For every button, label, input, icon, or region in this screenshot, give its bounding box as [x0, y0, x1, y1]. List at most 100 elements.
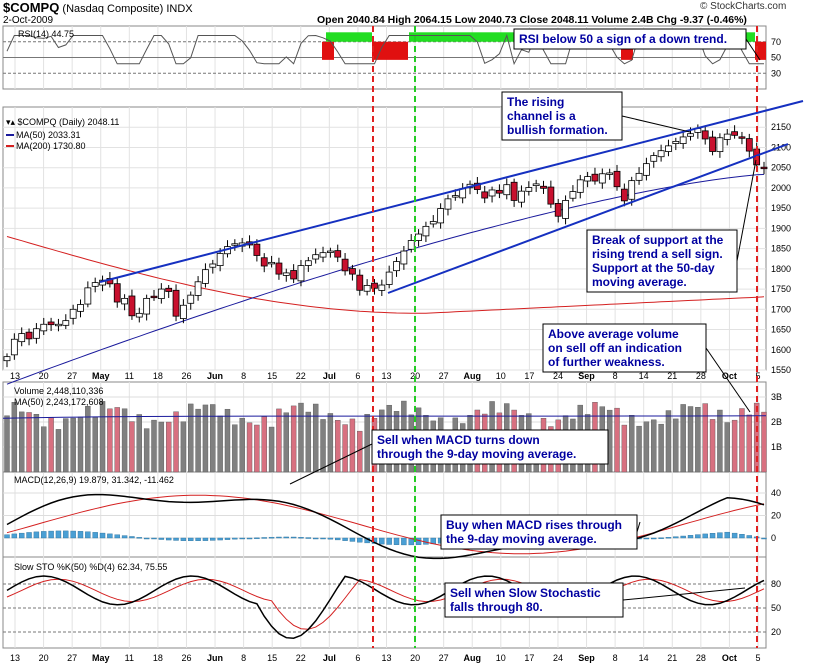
macd-histogram-bar: [41, 531, 47, 539]
volume-bar: [188, 403, 194, 473]
volume-bar: [621, 424, 628, 473]
support-note-text: moving average.: [592, 275, 687, 289]
volume-bar: [695, 407, 701, 473]
macd-buy-note-text: the 9-day moving average.: [446, 532, 597, 546]
macd-histogram-bar: [290, 536, 297, 539]
volume-bar: [717, 409, 723, 473]
volume-bar: [724, 422, 730, 473]
exchange-name: INDX: [166, 3, 193, 15]
volume-bar: [26, 412, 32, 473]
x-tick-label-top: 22: [296, 371, 306, 381]
volume-note-box: [542, 323, 707, 373]
macd-histogram-bar: [202, 537, 209, 541]
x-tick-label-top: 6: [355, 371, 360, 381]
volume-bar: [11, 402, 18, 473]
candle-body: [745, 138, 753, 152]
volume-bar: [18, 411, 25, 473]
rsi-note-pointer: [745, 38, 761, 61]
candle-body: [55, 323, 62, 327]
candle-body: [723, 133, 731, 140]
volume-bar: [107, 408, 113, 473]
macd-histogram-bar: [298, 537, 304, 539]
volume-bar: [320, 419, 326, 473]
x-tick-label-top: 17: [524, 371, 534, 381]
x-tick-label-top: 13: [10, 371, 20, 381]
macd-buy-note-text: Buy when MACD rises through: [446, 518, 622, 532]
macd-histogram-bar: [107, 533, 113, 539]
candle-body: [731, 131, 739, 136]
candle-body: [231, 243, 239, 246]
volume-bar: [41, 426, 47, 473]
macd-histogram-bar: [283, 536, 289, 539]
candle-body: [598, 173, 606, 184]
x-tick-label-top: Oct: [722, 371, 737, 381]
rsi-oversold-zone: [755, 41, 766, 60]
price-tick-label: 1750: [771, 284, 791, 294]
x-tick-label-bottom: 28: [696, 653, 706, 663]
macd-histogram-bar: [114, 534, 120, 539]
candle-body: [451, 195, 459, 198]
volume-bar: [629, 415, 635, 473]
macd-histogram-bar: [687, 535, 694, 539]
candle-body: [326, 250, 334, 253]
x-tick-label-top: 21: [667, 371, 677, 381]
channel-note-box: [501, 91, 623, 141]
volume-bar: [136, 414, 142, 473]
rsi-overbought-zone: [326, 32, 372, 42]
candle-body: [650, 155, 658, 162]
volume-label: Volume 2,448,110,336: [14, 386, 103, 396]
candle-body: [32, 328, 40, 339]
volume-bar: [746, 414, 753, 473]
macd-sell-note-box: [371, 429, 609, 465]
candle-body: [679, 136, 687, 144]
macd-buy-note-box: [440, 514, 638, 550]
macd-histogram-bar: [217, 537, 223, 541]
x-tick-label-top: 15: [267, 371, 277, 381]
volume-bar: [761, 411, 767, 473]
price-tick-label: 1550: [771, 365, 791, 375]
volume-bar: [357, 430, 363, 473]
macd-histogram-bar: [70, 530, 76, 539]
macd-histogram-bar: [180, 537, 187, 541]
candle-body: [665, 145, 672, 152]
candle-body: [760, 166, 768, 170]
x-tick-label-top: Jul: [323, 371, 336, 381]
x-tick-label-top: 26: [181, 371, 191, 381]
price-tick-label: 1650: [771, 325, 791, 335]
price-tick-label: 1800: [771, 264, 791, 274]
volume-bar: [158, 421, 165, 473]
rsi-tick-label: 30: [771, 68, 781, 78]
macd-histogram-bar: [55, 530, 62, 539]
volume-bar: [709, 419, 716, 473]
volume-bar: [290, 405, 297, 473]
candle-body: [260, 257, 268, 267]
volume-bar: [129, 421, 135, 473]
volume-tick-label: 3B: [771, 392, 782, 402]
chart-date: 2-Oct-2009: [3, 15, 54, 26]
macd-histogram-bar: [121, 535, 128, 539]
macd-histogram-bar: [261, 537, 267, 539]
x-tick-label-bottom: 20: [410, 653, 420, 663]
macd-histogram-bar: [268, 536, 275, 539]
x-tick-label-top: 27: [439, 371, 449, 381]
volume-bar: [48, 417, 54, 473]
volume-bar: [92, 417, 98, 473]
sto-sell-note-pointer: [622, 587, 746, 601]
candle-body: [547, 186, 555, 205]
candle-body: [312, 254, 320, 260]
ma200-legend: MA(200) 1730.80: [16, 141, 86, 151]
volume-bar: [636, 425, 642, 473]
x-tick-label-bottom: Aug: [463, 653, 481, 663]
channel-note-text: The rising: [507, 95, 564, 109]
macd-histogram-bar: [99, 532, 106, 539]
candle-body: [488, 189, 496, 197]
sto-sell-note-text: falls through 80.: [450, 600, 543, 614]
support-note-pointer: [736, 159, 757, 262]
volume-bar: [63, 418, 69, 473]
macd-histogram-bar: [393, 537, 400, 545]
candle-body: [393, 261, 400, 272]
volume-bar: [305, 411, 312, 473]
volume-bar: [4, 415, 10, 473]
x-tick-label-bottom: 8: [613, 653, 618, 663]
